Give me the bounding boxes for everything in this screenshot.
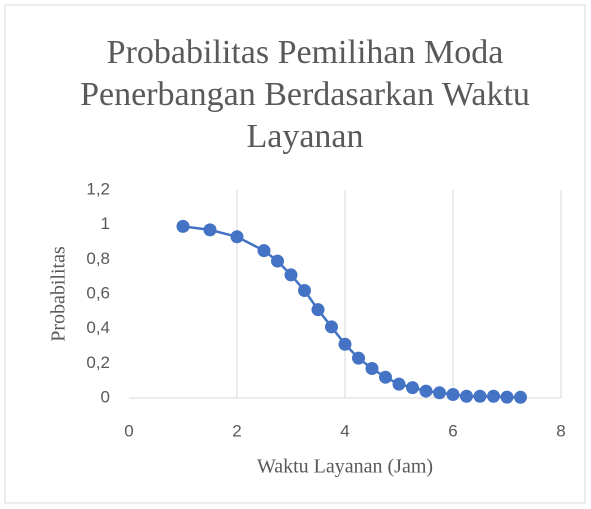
data-point — [514, 390, 527, 404]
data-point — [203, 223, 217, 237]
data-point — [365, 362, 379, 376]
data-point — [230, 230, 244, 244]
x-tick-label: 0 — [124, 421, 133, 440]
data-point — [406, 381, 419, 395]
data-point — [419, 384, 433, 398]
data-point — [460, 389, 473, 403]
y-tick-label: 0 — [101, 387, 110, 406]
x-axis-label: Waktu Layanan (Jam) — [257, 456, 433, 478]
data-point — [500, 390, 514, 404]
data-point — [284, 268, 298, 282]
y-tick-label: 0,2 — [86, 353, 110, 372]
y-tick-label: 0,6 — [86, 283, 110, 302]
data-point — [446, 388, 460, 402]
x-tick-label: 4 — [340, 421, 349, 440]
data-point — [392, 377, 406, 391]
data-point — [271, 254, 284, 268]
x-tick-label: 8 — [556, 421, 565, 440]
y-tick-label: 0,4 — [86, 318, 110, 337]
y-axis-label: Probabilitas — [48, 246, 70, 342]
data-point — [338, 337, 352, 351]
data-point — [311, 303, 325, 317]
data-point — [487, 389, 500, 403]
data-point — [298, 284, 311, 298]
chart-title: Probabilitas Pemilihan Moda Penerbangan … — [80, 34, 530, 155]
data-point — [433, 386, 446, 400]
data-point — [325, 320, 338, 334]
data-point — [473, 389, 487, 403]
x-tick-label: 6 — [448, 421, 457, 440]
x-tick-label: 2 — [232, 421, 241, 440]
data-point — [352, 351, 365, 365]
y-tick-label: 1 — [101, 214, 110, 233]
chart-border — [4, 4, 586, 504]
y-tick-label: 1,2 — [86, 179, 110, 198]
data-point — [379, 370, 392, 384]
data-point — [257, 244, 271, 258]
data-point — [176, 219, 190, 233]
y-tick-label: 0,8 — [86, 249, 110, 268]
